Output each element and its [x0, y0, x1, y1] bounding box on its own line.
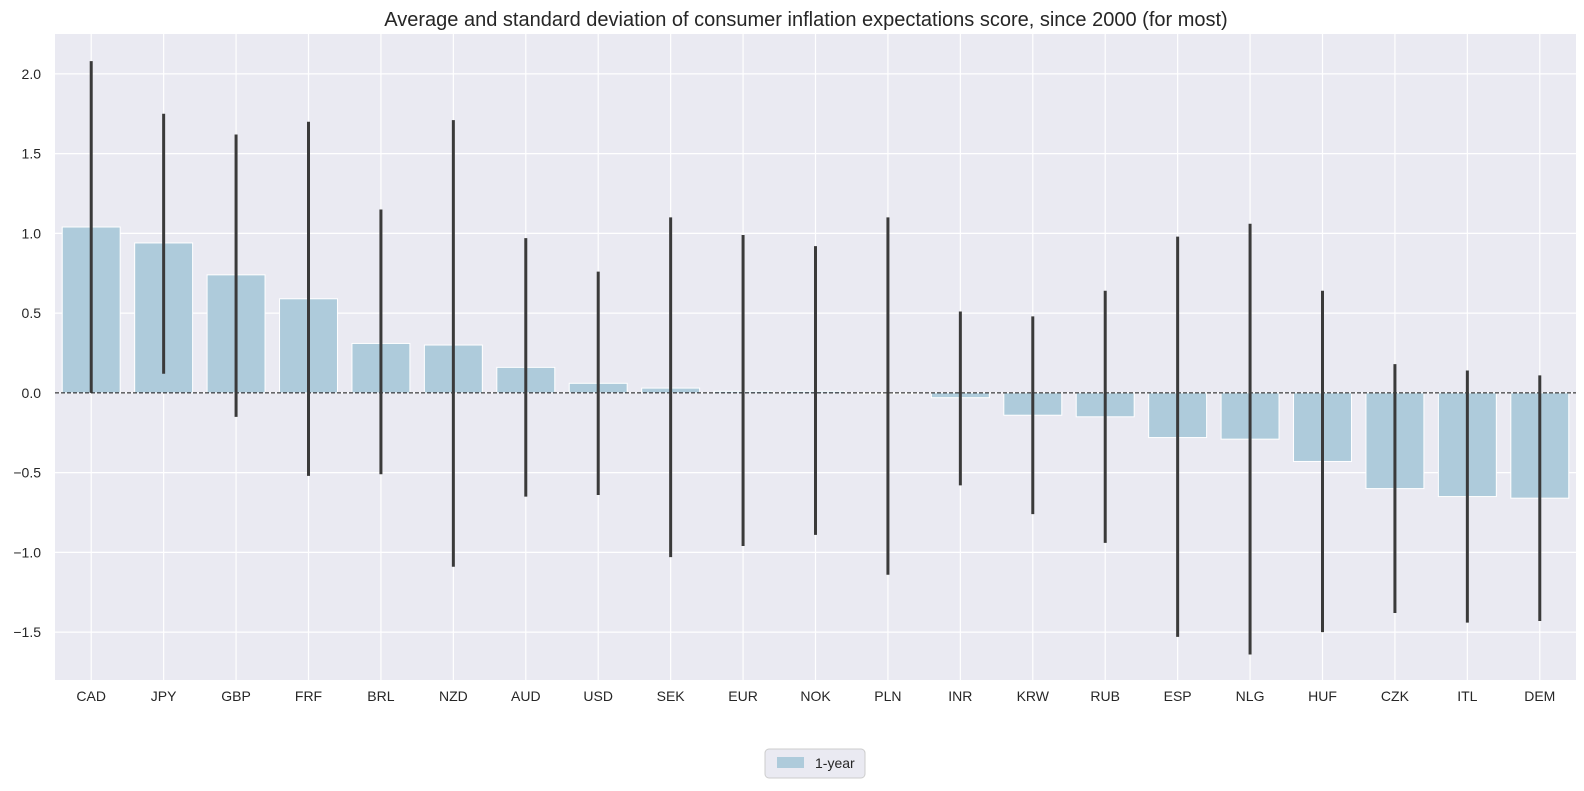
x-tick-label: CAD — [76, 688, 106, 704]
x-tick-label: USD — [583, 688, 613, 704]
y-tick-label: −1.0 — [13, 544, 41, 560]
y-tick-label: 1.5 — [22, 146, 42, 162]
x-tick-label: DEM — [1524, 688, 1555, 704]
x-tick-label: BRL — [367, 688, 394, 704]
y-tick-label: 0.0 — [22, 385, 42, 401]
x-tick-label: PLN — [874, 688, 901, 704]
x-tick-label: HUF — [1308, 688, 1337, 704]
x-tick-label: INR — [948, 688, 972, 704]
x-tick-label: NOK — [800, 688, 831, 704]
x-tick-label: ESP — [1164, 688, 1192, 704]
x-tick-label: CZK — [1381, 688, 1410, 704]
x-tick-label: KRW — [1017, 688, 1050, 704]
y-tick-label: 1.0 — [22, 225, 42, 241]
x-tick-label: NZD — [439, 688, 468, 704]
y-tick-label: −1.5 — [13, 624, 41, 640]
y-tick-label: 2.0 — [22, 66, 42, 82]
legend-label: 1-year — [815, 755, 855, 771]
x-tick-label: RUB — [1090, 688, 1120, 704]
x-tick-label: ITL — [1457, 688, 1477, 704]
x-tick-label: FRF — [295, 688, 322, 704]
x-tick-label: NLG — [1236, 688, 1265, 704]
y-tick-label: −0.5 — [13, 465, 41, 481]
x-tick-label: JPY — [151, 688, 177, 704]
x-tick-label: EUR — [728, 688, 758, 704]
y-tick-label: 0.5 — [22, 305, 42, 321]
legend-frame — [764, 748, 866, 779]
x-tick-label: GBP — [221, 688, 251, 704]
legend: 1-year — [764, 748, 866, 779]
x-tick-label: AUD — [511, 688, 541, 704]
x-tick-label: SEK — [657, 688, 686, 704]
legend-swatch — [777, 757, 804, 768]
chart-title: Average and standard deviation of consum… — [384, 9, 1227, 31]
